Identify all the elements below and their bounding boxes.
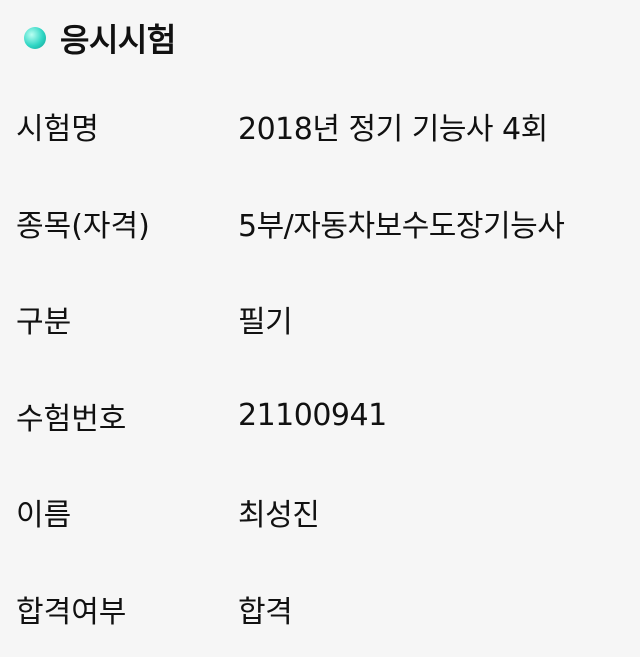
row-result: 합격여부 합격: [0, 561, 640, 657]
result-label: 합격여부: [0, 587, 238, 631]
exam-number-value: 21100941: [238, 398, 387, 433]
row-exam-name: 시험명 2018년 정기 기능사 4회: [0, 78, 640, 175]
exam-name-value: 2018년 정기 기능사 4회: [238, 104, 548, 148]
section-header: 응시시험: [24, 16, 176, 60]
row-category: 종목(자격) 5부/자동차보수도장기능사: [0, 175, 640, 272]
name-label: 이름: [0, 490, 238, 534]
exam-info-list: 시험명 2018년 정기 기능사 4회 종목(자격) 5부/자동차보수도장기능사…: [0, 78, 640, 657]
bullet-icon: [24, 27, 46, 49]
exam-number-label: 수험번호: [0, 394, 238, 438]
row-exam-number: 수험번호 21100941: [0, 368, 640, 465]
row-type: 구분 필기: [0, 271, 640, 368]
type-label: 구분: [0, 297, 238, 341]
type-value: 필기: [238, 297, 292, 341]
section-title: 응시시험: [60, 15, 176, 61]
result-value: 합격: [238, 587, 292, 631]
exam-name-label: 시험명: [0, 104, 238, 148]
row-name: 이름 최성진: [0, 464, 640, 561]
category-value: 5부/자동차보수도장기능사: [238, 201, 564, 245]
name-value: 최성진: [238, 490, 319, 534]
category-label: 종목(자격): [0, 201, 238, 245]
